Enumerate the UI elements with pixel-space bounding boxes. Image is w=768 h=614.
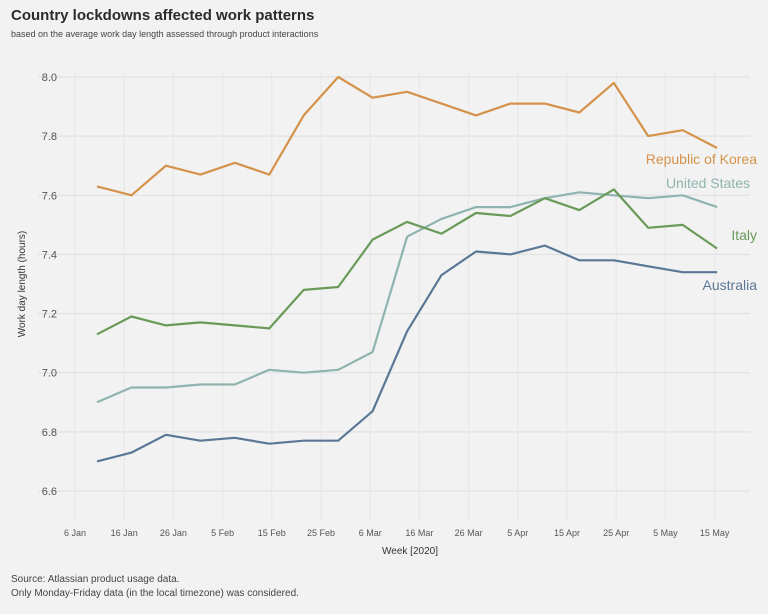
- x-tick-label: 6 Mar: [359, 528, 382, 538]
- series-line-italy: [96, 188, 718, 336]
- x-tick-label: 5 May: [653, 528, 678, 538]
- y-tick-label: 7.4: [42, 249, 57, 261]
- series-label-united-states: United States: [666, 175, 750, 191]
- series-line-australia: [96, 244, 718, 463]
- series-line-republic-of-korea: [96, 75, 718, 197]
- chart-title: Country lockdowns affected work patterns: [11, 7, 315, 24]
- x-axis-ticks: 6 Jan 16 Jan 26 Jan 5 Feb 15 Feb 25 Feb 6 Mar 1…: [64, 528, 730, 538]
- x-tick-label: 16 Mar: [405, 528, 433, 538]
- y-tick-label: 7.0: [42, 368, 57, 380]
- y-tick-label: 8.0: [42, 72, 57, 84]
- gridlines: [38, 70, 750, 520]
- y-tick-label: 7.8: [42, 131, 57, 143]
- x-tick-label: 5 Feb: [211, 528, 234, 538]
- x-axis-title: Week [2020]: [382, 546, 438, 557]
- series-label-republic-of-korea: Republic of Korea: [646, 151, 758, 167]
- x-tick-label: 15 May: [700, 528, 730, 538]
- series-labels: Republic of Korea United States Italy Austr…: [646, 151, 758, 293]
- x-tick-label: 25 Feb: [307, 528, 335, 538]
- x-tick-label: 16 Jan: [111, 528, 138, 538]
- y-axis-title: Work day length (hours): [17, 231, 28, 338]
- x-tick-label: 26 Mar: [455, 528, 483, 538]
- chart-subtitle: based on the average work day length ass…: [11, 29, 319, 39]
- x-tick-label: 25 Apr: [603, 528, 629, 538]
- x-tick-label: 5 Apr: [507, 528, 528, 538]
- y-axis-ticks: 6.6 6.8 7.0 7.2 7.4 7.6 7.8 8.0: [42, 72, 57, 498]
- source-note: Source: Atlassian product usage data.: [11, 574, 180, 585]
- x-tick-label: 15 Apr: [554, 528, 580, 538]
- y-tick-label: 7.6: [42, 190, 57, 202]
- series-label-australia: Australia: [703, 277, 758, 293]
- y-tick-label: 6.8: [42, 427, 57, 439]
- y-tick-label: 6.6: [42, 486, 57, 498]
- series-line-united-states: [96, 191, 718, 404]
- y-tick-label: 7.2: [42, 309, 57, 321]
- footnote: Only Monday-Friday data (in the local ti…: [11, 588, 299, 599]
- x-tick-label: 26 Jan: [160, 528, 187, 538]
- x-tick-label: 6 Jan: [64, 528, 86, 538]
- series-label-italy: Italy: [731, 227, 757, 243]
- series-lines: [96, 75, 718, 463]
- x-tick-label: 15 Feb: [258, 528, 286, 538]
